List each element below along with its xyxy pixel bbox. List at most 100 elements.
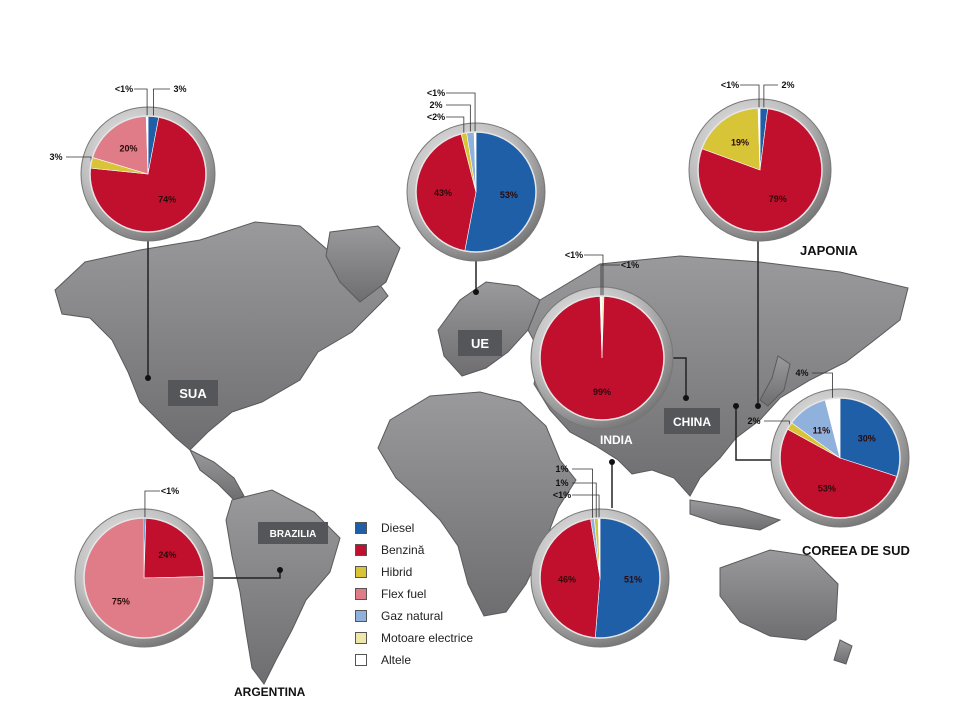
- sua-label-box: [168, 380, 218, 406]
- pie-slice-label: 99%: [593, 387, 611, 397]
- pie-sua: 3% 74% 3% 20% <1%: [49, 84, 216, 242]
- pie-slice-label: 20%: [120, 144, 138, 154]
- ue-label: UE: [471, 336, 489, 351]
- pie-slice-label: 46%: [558, 574, 576, 584]
- legend-label: Hibrid: [381, 565, 413, 579]
- pie-rim: [89, 115, 207, 233]
- leader-dot-china: [683, 395, 689, 401]
- north-america-landmass: [54, 221, 389, 451]
- leader-dot-india: [609, 459, 615, 465]
- callout-line: [584, 254, 604, 297]
- china-label: CHINA: [673, 415, 711, 429]
- pie-slice-benzină: [143, 517, 205, 579]
- callout-line: [446, 92, 476, 133]
- leader-line-china: [668, 357, 687, 396]
- argentina-label: ARGENTINA: [234, 685, 306, 699]
- pie-slice-label: 51%: [624, 574, 642, 584]
- pie-slice-label: 74%: [158, 195, 176, 205]
- pie-slice-label: 3%: [49, 152, 62, 162]
- greenland-landmass: [325, 225, 401, 303]
- pie-slice-label: 2%: [781, 80, 794, 90]
- pie-rim: [415, 131, 537, 253]
- legend-item: Benzină: [355, 539, 473, 561]
- legend-label: Gaz natural: [381, 609, 444, 623]
- brazilia-label-box: [258, 522, 328, 544]
- pie-charts: 3%74%3%20%<1%53%43%<2%2%<1%2%79%19%<1%<1…: [49, 80, 910, 648]
- japan-landmass: [759, 355, 791, 407]
- pie-slice-label: 11%: [813, 426, 831, 436]
- callout-line: [740, 84, 760, 109]
- coreea-label: COREEA DE SUD: [802, 543, 910, 558]
- pie-rim: [83, 517, 205, 639]
- china-label-box: [664, 408, 720, 434]
- callout-line: [153, 88, 170, 117]
- pie-rim: [779, 397, 901, 519]
- pie-slice-label: 1%: [555, 464, 568, 474]
- legend-item: Diesel: [355, 517, 473, 539]
- brazilia-label: BRAZILIA: [270, 529, 317, 540]
- europe-landmass: [437, 281, 541, 377]
- legend-item: Altele: [355, 649, 473, 671]
- world-map: [54, 221, 909, 685]
- legend-swatch: [355, 632, 367, 644]
- pie-slice-label: <1%: [553, 490, 571, 500]
- leader-dot-sua: [145, 375, 151, 381]
- pie-brazilia: <1% 24% 75%: [74, 486, 214, 648]
- pie-rim: [539, 295, 665, 421]
- pie-slice-label: 4%: [795, 368, 808, 378]
- pie-slice-label: 79%: [769, 194, 787, 204]
- legend-label: Altele: [381, 653, 412, 667]
- pie-slice-label: 2%: [429, 100, 442, 110]
- legend-swatch: [355, 588, 367, 600]
- leader-dot-coreea: [733, 403, 739, 409]
- pie-slice-label: <1%: [427, 88, 445, 98]
- legend-label: Diesel: [381, 521, 415, 535]
- legend-swatch: [355, 566, 367, 578]
- pie-slice-label: <2%: [427, 112, 445, 122]
- callout-line: [763, 84, 778, 109]
- callout-line: [446, 116, 465, 134]
- legend-swatch: [355, 522, 367, 534]
- pie-slice-label: 24%: [158, 550, 176, 560]
- legend-item: Motoare electrice: [355, 627, 473, 649]
- callout-line: [812, 372, 833, 399]
- callout-line: [572, 468, 593, 519]
- ue-label-box: [458, 330, 502, 356]
- pie-slice-label: <1%: [161, 486, 179, 496]
- pie-slice-label: <1%: [621, 260, 639, 270]
- japonia-label: JAPONIA: [800, 243, 858, 258]
- callout-line: [144, 490, 160, 519]
- pie-slice-label: 53%: [500, 190, 518, 200]
- leader-line-brazilia: [202, 572, 281, 579]
- pie-slice-label: 75%: [112, 597, 130, 607]
- pie-india: 51% 46% 1% 1% <1%: [530, 464, 670, 648]
- new-zealand-landmass: [833, 639, 853, 665]
- pie-slice-label: <1%: [115, 84, 133, 94]
- pie-coreea-de-sud: 30% 53% 2% 11% 4%: [747, 368, 910, 528]
- leader-lines: [147, 228, 772, 579]
- region-labels: SUA UE CHINA INDIA BRAZILIA ARGENTINA JA…: [168, 243, 910, 699]
- callout-line: [134, 88, 148, 117]
- legend-item: Hibrid: [355, 561, 473, 583]
- callout-line: [572, 494, 600, 519]
- sua-label: SUA: [179, 386, 207, 401]
- central-america-landmass: [188, 448, 245, 501]
- legend-label: Motoare electrice: [381, 631, 474, 645]
- australia-landmass: [719, 549, 839, 641]
- legend-item: Flex fuel: [355, 583, 473, 605]
- legend-label: Benzină: [381, 543, 425, 557]
- legend-swatch: [355, 610, 367, 622]
- africa-landmass: [377, 391, 577, 617]
- leader-line-coreea: [735, 408, 772, 461]
- callout-line: [600, 264, 620, 297]
- callout-line: [572, 482, 597, 519]
- indonesia-landmass: [689, 499, 782, 531]
- pie-slice-label: 3%: [173, 84, 186, 94]
- pie-slice-label: 2%: [747, 416, 760, 426]
- callout-line: [446, 104, 471, 133]
- legend-item: Gaz natural: [355, 605, 473, 627]
- pie-slice-label: 30%: [858, 434, 876, 444]
- pie-slice-label: 19%: [731, 137, 749, 147]
- leader-dot-brazilia: [277, 567, 283, 573]
